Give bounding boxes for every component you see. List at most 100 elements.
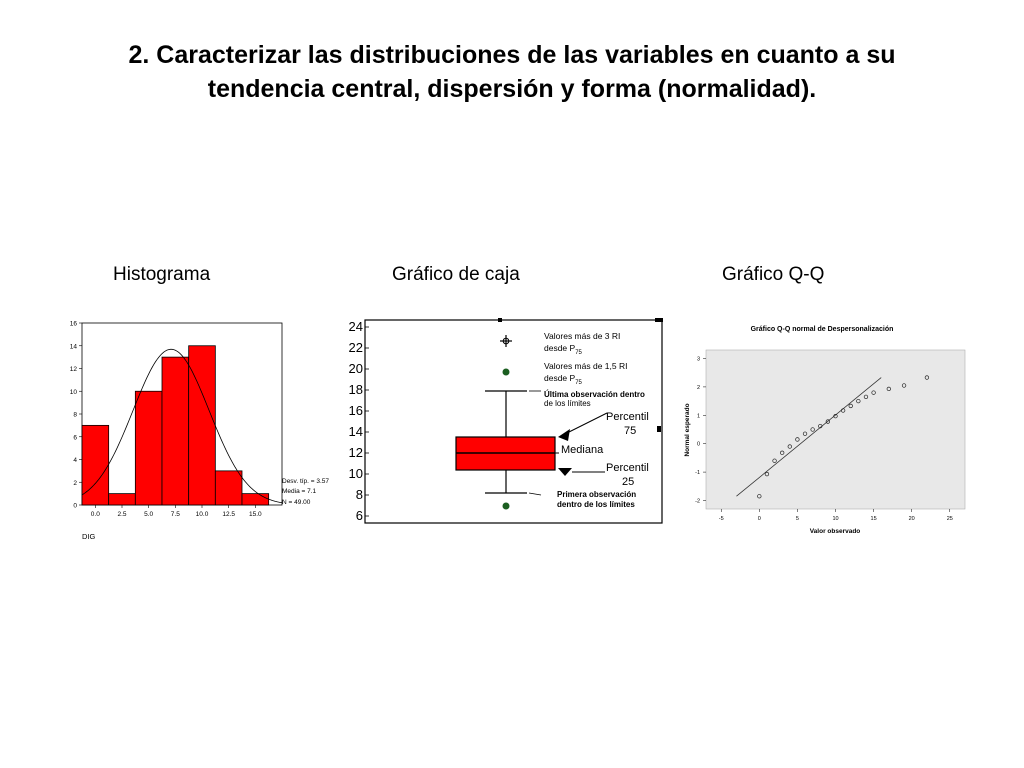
- boxplot-ytick-label: 12: [349, 445, 363, 460]
- histogram-bar: [188, 345, 216, 506]
- extreme-value-marker: [500, 335, 512, 347]
- qq-point: [764, 471, 770, 477]
- qq-ytick-label: 1: [697, 413, 700, 419]
- qq-ytick-label: 2: [697, 385, 700, 391]
- whisker-arrow-bottom: [528, 492, 542, 496]
- qq-ytick-label: -1: [695, 470, 700, 476]
- annotation-median: Mediana: [561, 444, 604, 456]
- boxplot-ytick-label: 22: [349, 340, 363, 355]
- qq-point: [848, 403, 853, 409]
- histogram-stat-sd: Desv. típ. = 3.57: [282, 478, 329, 485]
- histogram-bar: [134, 390, 163, 506]
- boxplot-ytick-label: 16: [349, 403, 363, 418]
- histogram-xlabel: DIG: [82, 532, 96, 541]
- histogram-bar: [161, 356, 190, 506]
- boxplot-frame: [364, 319, 663, 524]
- histogram-ytick-label: 0: [73, 503, 77, 510]
- qq-xtick-label: 5: [796, 516, 799, 522]
- qq-point: [818, 423, 823, 429]
- qq-xlabel: Valor observado: [810, 528, 861, 535]
- boxplot-frame-mark-side: [657, 426, 661, 432]
- histogram-xtick-label: 5.0: [144, 511, 153, 518]
- qq-point: [863, 394, 869, 399]
- qq-reference-line: [736, 377, 882, 497]
- histogram-xtick-label: 0.0: [91, 511, 100, 518]
- annotation-p75-line2: 75: [624, 425, 636, 437]
- histogram-ytick-label: 2: [73, 480, 77, 487]
- annotation-whisker-bottom-line1: Primera observación: [557, 490, 636, 499]
- histogram-bar: [241, 493, 270, 506]
- histogram-xtick-label: 7.5: [171, 511, 180, 518]
- qq-point: [871, 390, 876, 395]
- annotation-p75-line1: Percentil: [606, 411, 649, 423]
- qq-point: [856, 398, 861, 404]
- qq-xtick-label: -5: [719, 516, 724, 522]
- qq-xtick-label: 10: [832, 516, 838, 522]
- annotation-whisker-top-line2: de los límites: [544, 399, 591, 408]
- qq-point: [886, 386, 891, 392]
- histogram-ytick-label: 14: [70, 343, 78, 350]
- p75-arrow-head: [558, 429, 570, 441]
- boxplot-frame-mark-right: [655, 318, 663, 322]
- histogram-ytick-label: 12: [70, 366, 78, 373]
- p75-arrow-line: [566, 412, 608, 434]
- annotation-whisker-bottom-line2: dentro de los límites: [557, 500, 635, 509]
- qq-ytick-label: 3: [697, 357, 700, 363]
- outlier-marker: [502, 368, 510, 376]
- slide-title-line-2: tendencia central, dispersión y forma (n…: [207, 75, 817, 103]
- qq-ylabel: Normal esperado: [684, 403, 691, 456]
- histogram-xtick-label: 10.0: [196, 511, 209, 518]
- histogram-ytick-label: 6: [73, 434, 77, 441]
- annotation-whisker-top-line1: Última observación dentro: [544, 390, 645, 399]
- qq-point: [787, 444, 792, 449]
- slide-title: 2. Caracterizar las distribuciones de la…: [0, 38, 1024, 106]
- annotation-p25-line1: Percentil: [606, 462, 649, 474]
- qq-point: [810, 427, 815, 432]
- outlier-marker-bottom: [502, 502, 510, 510]
- boxplot-ytick-label: 18: [349, 382, 363, 397]
- histogram-bar: [81, 424, 110, 506]
- qq-chart: Gráfico Q-Q normal de Despersonalización…: [684, 326, 966, 535]
- boxplot-chart: 24 22 20 18 16 14 12 10 8 6 Valores más de 3 RI d…: [349, 318, 663, 524]
- qq-caption: Gráfico Q-Q: [722, 264, 825, 285]
- boxplot-frame-mark-top: [498, 318, 502, 322]
- histogram-xtick-label: 15.0: [249, 511, 262, 518]
- histogram-xtick-label: 12.5: [222, 511, 235, 518]
- histogram-bar: [214, 470, 243, 506]
- qq-point: [840, 408, 846, 413]
- histogram-ytick-label: 4: [73, 457, 77, 464]
- histogram-ytick-label: 16: [70, 321, 78, 328]
- histogram-bar: [108, 493, 136, 506]
- boxplot-caption: Gráfico de caja: [392, 264, 520, 285]
- qq-point: [795, 437, 800, 442]
- histogram-stat-n: N = 49.00: [282, 499, 311, 506]
- histogram-ytick-label: 10: [70, 389, 78, 396]
- qq-ytick-label: 0: [697, 442, 700, 448]
- histogram-chart: 0 2 4 6 8 10 12 14 16 0.0 2.5 5.0 7.5 10.0 12.5 15.0 D…: [70, 321, 330, 542]
- slide-title-line-1: 2. Caracterizar las distribuciones de la…: [128, 41, 896, 69]
- histogram-normal-curve: [81, 348, 283, 504]
- boxplot-ytick-label: 24: [349, 319, 363, 334]
- annotation-extreme-line2: desde P75: [544, 343, 583, 356]
- histogram-xtick-label: 2.5: [117, 511, 126, 518]
- annotation-outlier-line2: desde P75: [544, 373, 583, 386]
- qq-point: [757, 494, 762, 499]
- qq-ytick-label: -2: [695, 498, 700, 504]
- annotation-extreme-line1: Valores más de 3 RI: [544, 331, 620, 341]
- p25-arrow-head: [558, 468, 572, 476]
- annotation-outlier-line1: Valores más de 1,5 RI: [544, 361, 627, 371]
- qq-point: [833, 414, 838, 419]
- boxplot-ytick-label: 6: [356, 508, 363, 523]
- boxplot-ytick-label: 8: [356, 487, 363, 502]
- histogram-caption: Histograma: [113, 264, 211, 285]
- qq-point: [924, 375, 930, 380]
- boxplot-ytick-label: 10: [349, 466, 363, 481]
- qq-title: Gráfico Q-Q normal de Despersonalización: [751, 326, 894, 333]
- histogram-stat-mean: Media = 7.1: [282, 488, 317, 495]
- qq-point: [780, 450, 785, 455]
- qq-point: [772, 458, 777, 463]
- qq-point: [802, 431, 808, 436]
- boxplot-ytick-label: 14: [349, 424, 363, 439]
- histogram-ytick-label: 8: [73, 412, 77, 419]
- qq-xtick-label: 25: [947, 516, 953, 522]
